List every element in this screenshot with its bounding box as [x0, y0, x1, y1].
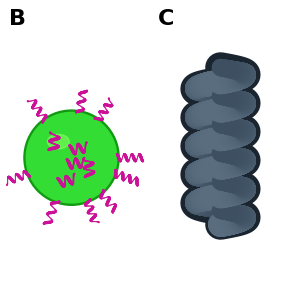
Text: C: C: [158, 9, 174, 29]
Ellipse shape: [47, 134, 69, 149]
Text: B: B: [9, 9, 26, 29]
Circle shape: [26, 112, 117, 203]
Circle shape: [24, 110, 119, 205]
